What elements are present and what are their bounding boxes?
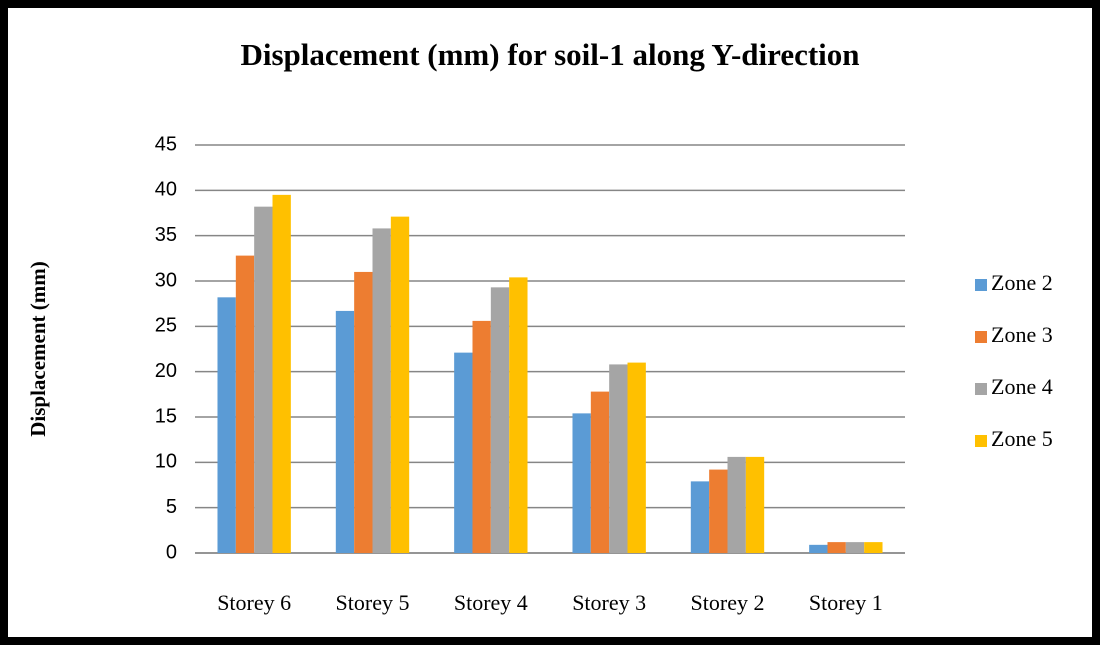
legend-label: Zone 4 — [991, 374, 1053, 399]
bar — [454, 352, 473, 553]
x-tick-label: Storey 6 — [217, 590, 291, 615]
bar — [254, 206, 273, 554]
y-tick-label: 15 — [155, 405, 177, 427]
bar — [627, 362, 646, 553]
chart-title: Displacement (mm) for soil-1 along Y-dir… — [240, 37, 859, 72]
bar — [827, 542, 846, 553]
y-tick-label: 40 — [155, 179, 177, 201]
legend-label: Zone 5 — [991, 426, 1053, 451]
y-tick-label: 5 — [166, 496, 177, 518]
bar — [490, 287, 510, 553]
bar — [809, 544, 828, 553]
y-tick-label: 45 — [155, 133, 177, 155]
x-tick-label: Storey 1 — [809, 590, 883, 615]
x-tick-label: Storey 3 — [572, 590, 646, 615]
y-tick-label: 10 — [155, 451, 177, 473]
legend-label: Zone 3 — [991, 322, 1053, 347]
bar — [354, 271, 373, 553]
legend-swatch — [975, 331, 987, 343]
y-tick-label: 25 — [155, 315, 177, 337]
bar — [335, 310, 355, 553]
bar — [864, 542, 883, 553]
x-tick-label: Storey 2 — [691, 590, 765, 615]
legend-swatch — [975, 435, 987, 447]
y-axis-label: Displacement (mm) — [26, 261, 50, 437]
bar — [235, 255, 255, 553]
bar — [272, 194, 291, 553]
y-tick-label: 20 — [155, 360, 177, 382]
bar — [745, 456, 765, 553]
bar — [372, 228, 391, 553]
bar — [217, 297, 236, 553]
y-tick-label: 35 — [155, 224, 177, 246]
y-tick-label: 30 — [155, 269, 177, 291]
legend-label: Zone 2 — [991, 270, 1053, 295]
legend-swatch — [975, 383, 987, 395]
bar — [690, 481, 710, 553]
y-tick-label: 0 — [166, 541, 177, 563]
bar — [572, 413, 591, 553]
bar — [845, 542, 865, 553]
bar — [590, 391, 610, 553]
bar — [509, 277, 528, 553]
bar — [472, 320, 491, 553]
x-tick-label: Storey 5 — [336, 590, 410, 615]
bar — [727, 456, 746, 553]
bar — [609, 364, 628, 553]
bar — [390, 216, 410, 554]
x-tick-label: Storey 4 — [454, 590, 528, 615]
legend-swatch — [975, 279, 987, 291]
bar — [709, 469, 728, 553]
